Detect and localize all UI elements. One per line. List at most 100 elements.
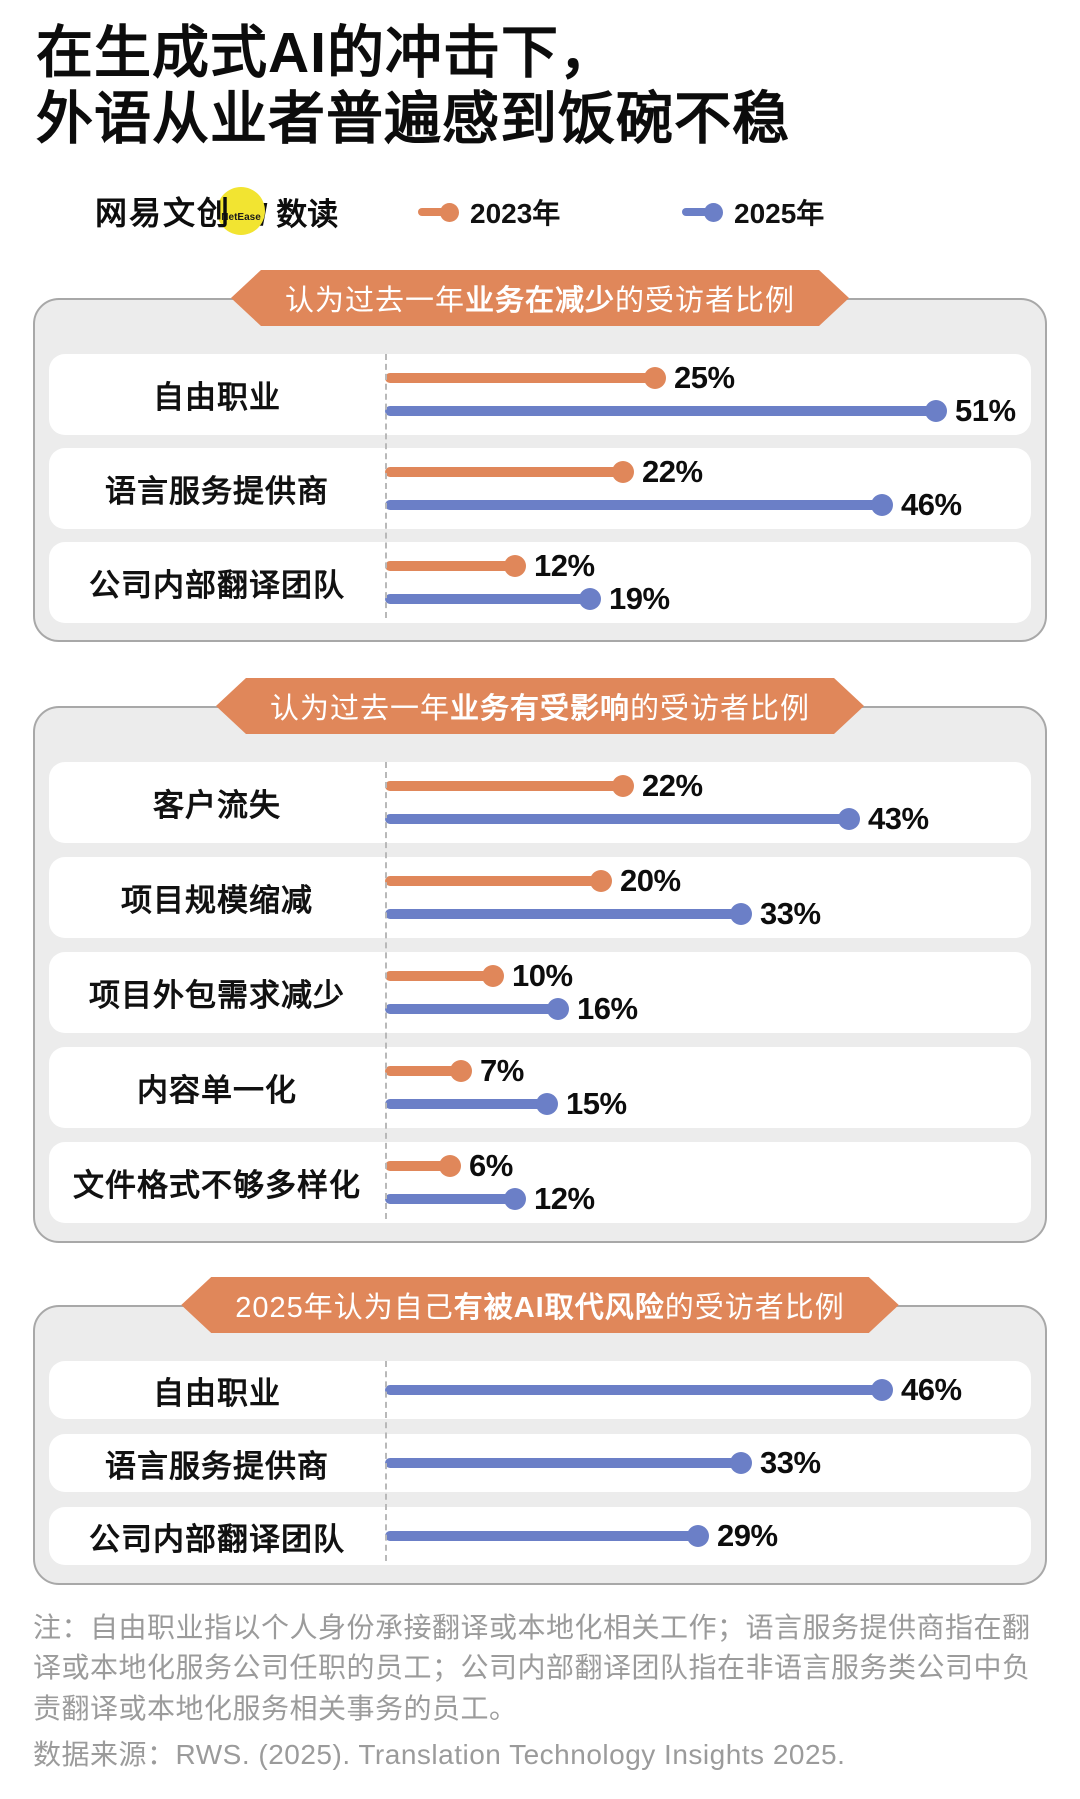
header-text-bold: 业务有受影响	[449, 693, 630, 725]
brand-name: 网易文创	[95, 195, 232, 231]
value-label: 15%	[566, 1086, 627, 1121]
category-label: 文件格式不够多样化	[73, 1168, 361, 1203]
bar-dot-icon	[730, 1452, 752, 1474]
category-row: 内容单一化 7% 15%	[49, 1047, 1031, 1128]
category-row: 客户流失 22% 43%	[49, 762, 1031, 843]
section-rows: 自由职业 25% 51% 语言服务提供商 22% 46% 公司内部翻译团队 12…	[49, 300, 1031, 623]
bar-dot-icon	[579, 588, 601, 610]
value-label: 51%	[955, 393, 1016, 428]
category-label: 自由职业	[153, 1375, 281, 1411]
bar-dot-icon	[871, 494, 893, 516]
section-rows: 自由职业 46% 语言服务提供商 33% 公司内部翻译团队 29%	[49, 1307, 1031, 1565]
header-text-pre: 认为过去一年	[269, 693, 450, 725]
lollipop-bar: 10%	[385, 958, 1031, 993]
data-source: 数据来源：RWS. (2025). Translation Technology…	[33, 1739, 846, 1770]
section-header-banner: 认为过去一年 业务有受影响 的受访者比例	[216, 678, 864, 734]
value-label: 10%	[512, 958, 573, 993]
lollipop-bar: 29%	[385, 1518, 1031, 1553]
category-row: 项目规模缩减 20% 33%	[49, 857, 1031, 938]
category-bars: 29%	[385, 1507, 1031, 1565]
baseline-dashed-line	[385, 762, 387, 1219]
bar-dot-icon	[590, 870, 612, 892]
value-label: 33%	[760, 1445, 821, 1480]
category-bars: 33%	[385, 1434, 1031, 1492]
category-row: 自由职业 25% 51%	[49, 354, 1031, 435]
section-header-banner: 2025年认为自己 有被AI取代风险 的受访者比例	[181, 1277, 899, 1333]
chart-section: 认为过去一年 业务有受影响 的受访者比例 客户流失 22% 43% 项目规模缩减 2…	[33, 678, 1047, 1243]
lollipop-bar: 25%	[385, 360, 1031, 395]
lollipop-bar: 20%	[385, 863, 1031, 898]
bar-stick	[385, 971, 497, 981]
section-header-banner: 认为过去一年 业务在减少 的受访者比例	[231, 270, 849, 326]
category-bars: 6% 12%	[385, 1142, 1031, 1223]
value-label: 19%	[609, 581, 670, 616]
lollipop-bar: 33%	[385, 1445, 1031, 1480]
lollipop-bar: 33%	[385, 896, 1031, 931]
legend-label-2023: 2023年	[470, 198, 561, 229]
bar-dot-icon	[644, 367, 666, 389]
header-text-post: 的受访者比例	[630, 693, 811, 725]
brand-logo: 网易文创 NetEase / 数读	[95, 186, 338, 236]
bar-dot-icon	[730, 903, 752, 925]
bar-stick	[385, 909, 745, 919]
bar-dot-icon	[612, 775, 634, 797]
header-text-bold: 业务在减少	[464, 285, 615, 317]
category-bars: 10% 16%	[385, 952, 1031, 1033]
legend-marker-2025-icon	[682, 208, 716, 216]
footnote: 注：自由职业指以个人身份承接翻译或本地化相关工作；语言服务提供商指在翻译或本地化…	[33, 1612, 1031, 1724]
category-row: 语言服务提供商 33%	[49, 1434, 1031, 1492]
bar-stick	[385, 814, 853, 824]
category-label: 语言服务提供商	[105, 474, 329, 509]
bar-dot-icon	[482, 965, 504, 987]
lollipop-bar: 51%	[385, 393, 1031, 428]
bar-stick	[385, 373, 659, 383]
lollipop-bar: 7%	[385, 1053, 1031, 1088]
bar-dot-icon	[687, 1525, 709, 1547]
bar-dot-icon	[450, 1060, 472, 1082]
page-title: 在生成式AI的冲击下， 外语从业者普遍感到饭碗不稳	[36, 20, 790, 152]
category-label: 自由职业	[153, 380, 281, 415]
legend-label-2025: 2025年	[734, 198, 825, 229]
section-panel: 客户流失 22% 43% 项目规模缩减 20% 33% 项目外包需求减少 10%	[33, 706, 1047, 1243]
bar-stick	[385, 1531, 702, 1541]
bar-stick	[385, 1458, 745, 1468]
bar-dot-icon	[871, 1379, 893, 1401]
category-label: 项目外包需求减少	[89, 978, 345, 1013]
lollipop-bar: 12%	[385, 548, 1031, 583]
netease-badge-text: NetEase	[221, 212, 261, 223]
category-bars: 12% 19%	[385, 542, 1031, 623]
category-row: 文件格式不够多样化 6% 12%	[49, 1142, 1031, 1223]
section-panel: 自由职业 25% 51% 语言服务提供商 22% 46% 公司内部翻译团队 12…	[33, 298, 1047, 642]
legend-item-2023: 2023年	[418, 192, 560, 232]
category-label: 项目规模缩减	[121, 883, 313, 918]
bar-stick	[385, 781, 627, 791]
value-label: 12%	[534, 1181, 595, 1216]
chart-section: 认为过去一年 业务在减少 的受访者比例 自由职业 25% 51% 语言服务提供商 2…	[33, 270, 1047, 642]
header-text-pre: 认为过去一年	[284, 285, 465, 317]
category-label: 公司内部翻译团队	[89, 568, 345, 603]
category-bars: 20% 33%	[385, 857, 1031, 938]
brand-sub-label: 数读	[276, 196, 339, 232]
bar-stick	[385, 876, 605, 886]
netease-badge-icon: NetEase	[217, 187, 266, 235]
bar-dot-icon	[439, 1155, 461, 1177]
category-row: 语言服务提供商 22% 46%	[49, 448, 1031, 529]
bar-stick	[385, 1194, 519, 1204]
bar-stick	[385, 406, 940, 416]
lollipop-bar: 22%	[385, 454, 1031, 489]
value-label: 20%	[620, 863, 681, 898]
bar-dot-icon	[504, 1188, 526, 1210]
value-label: 43%	[868, 801, 929, 836]
lollipop-bar: 46%	[385, 487, 1031, 522]
value-label: 29%	[717, 1518, 778, 1553]
bar-stick	[385, 1385, 886, 1395]
category-label: 内容单一化	[137, 1073, 297, 1108]
bar-stick	[385, 500, 886, 510]
value-label: 46%	[901, 487, 962, 522]
lollipop-bar: 16%	[385, 991, 1031, 1026]
category-row: 公司内部翻译团队 12% 19%	[49, 542, 1031, 623]
lollipop-bar: 6%	[385, 1148, 1031, 1183]
category-row: 公司内部翻译团队 29%	[49, 1507, 1031, 1565]
category-bars: 7% 15%	[385, 1047, 1031, 1128]
bar-dot-icon	[838, 808, 860, 830]
